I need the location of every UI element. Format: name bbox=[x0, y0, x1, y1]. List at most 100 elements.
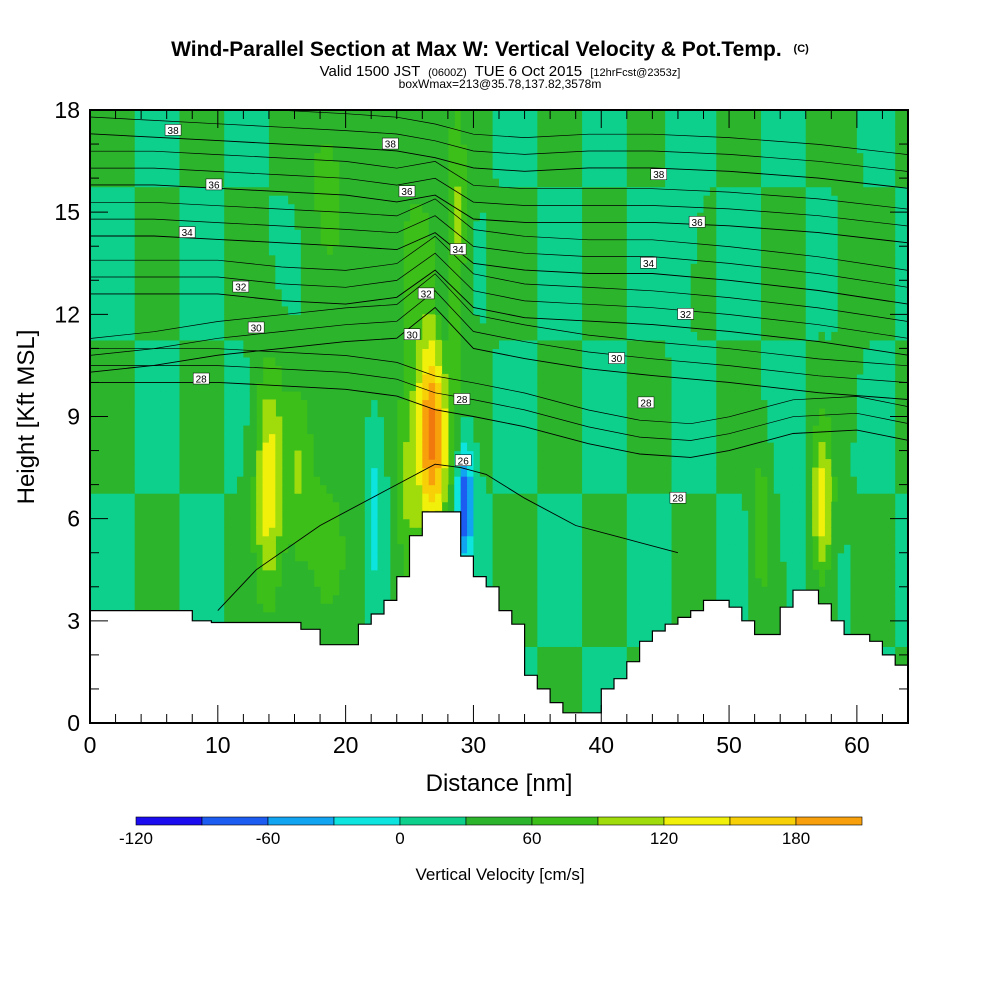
field-cell bbox=[530, 195, 538, 205]
field-cell bbox=[141, 263, 149, 273]
field-cell bbox=[345, 331, 353, 341]
field-cell bbox=[467, 314, 475, 324]
field-cell bbox=[492, 450, 500, 460]
field-cell bbox=[243, 552, 251, 562]
field-cell bbox=[262, 288, 270, 298]
field-cell bbox=[128, 425, 136, 435]
field-cell bbox=[211, 331, 219, 341]
field-cell bbox=[371, 373, 379, 384]
field-cell bbox=[332, 612, 340, 622]
field-cell bbox=[569, 305, 577, 315]
field-cell bbox=[428, 399, 436, 409]
field-cell bbox=[160, 510, 168, 520]
field-cell bbox=[256, 178, 264, 188]
field-cell bbox=[166, 501, 174, 511]
field-cell bbox=[307, 195, 315, 205]
field-cell bbox=[479, 144, 487, 154]
field-cell bbox=[262, 144, 270, 154]
field-cell bbox=[192, 484, 200, 494]
field-cell bbox=[364, 459, 372, 469]
field-cell bbox=[128, 280, 136, 290]
field-cell bbox=[128, 135, 136, 145]
field-cell bbox=[345, 229, 353, 239]
field-cell bbox=[562, 365, 570, 375]
field-cell bbox=[441, 127, 449, 137]
field-cell bbox=[396, 220, 404, 230]
field-cell bbox=[147, 552, 155, 562]
field-cell bbox=[479, 305, 487, 315]
field-cell bbox=[102, 314, 110, 324]
field-cell bbox=[268, 484, 276, 494]
field-cell bbox=[524, 407, 532, 418]
field-cell bbox=[505, 603, 513, 613]
field-cell bbox=[486, 552, 494, 562]
field-cell bbox=[352, 271, 360, 281]
field-cell bbox=[326, 407, 334, 418]
field-cell bbox=[524, 416, 532, 426]
field-cell bbox=[332, 339, 340, 349]
field-cell bbox=[275, 348, 283, 358]
field-cell bbox=[530, 220, 538, 230]
field-cell bbox=[185, 518, 193, 528]
field-cell bbox=[307, 152, 315, 162]
field-cell bbox=[281, 322, 289, 332]
field-cell bbox=[358, 288, 366, 298]
field-cell bbox=[141, 161, 149, 171]
field-cell bbox=[115, 237, 123, 247]
field-cell bbox=[467, 390, 475, 401]
field-cell bbox=[473, 161, 481, 171]
field-cell bbox=[556, 535, 564, 545]
field-cell bbox=[147, 254, 155, 264]
field-cell bbox=[556, 322, 564, 332]
field-cell bbox=[211, 535, 219, 545]
field-cell bbox=[147, 373, 155, 384]
field-cell bbox=[153, 433, 161, 443]
field-cell bbox=[371, 212, 379, 222]
field-cell bbox=[537, 203, 545, 213]
field-cell bbox=[224, 144, 232, 154]
subtitle-date: TUE 6 Oct 2015 bbox=[475, 63, 583, 80]
field-cell bbox=[96, 493, 104, 503]
field-cell bbox=[128, 416, 136, 426]
field-cell bbox=[390, 271, 398, 281]
field-cell bbox=[364, 493, 372, 503]
field-cell bbox=[243, 586, 251, 596]
field-cell bbox=[396, 169, 404, 179]
field-cell bbox=[96, 586, 104, 596]
field-cell bbox=[499, 195, 506, 205]
field-cell bbox=[505, 169, 513, 179]
field-cell bbox=[511, 356, 519, 367]
field-cell bbox=[345, 552, 353, 562]
field-cell bbox=[371, 229, 379, 239]
field-cell bbox=[550, 203, 558, 213]
field-cell bbox=[511, 578, 519, 588]
field-cell bbox=[486, 348, 494, 358]
field-cell bbox=[249, 229, 257, 239]
field-cell bbox=[121, 552, 129, 562]
field-cell bbox=[249, 280, 257, 290]
field-cell bbox=[153, 510, 161, 520]
field-cell bbox=[524, 237, 532, 247]
field-cell bbox=[179, 161, 187, 171]
field-cell bbox=[467, 331, 475, 341]
field-cell bbox=[166, 535, 174, 545]
field-cell bbox=[460, 501, 468, 511]
field-cell bbox=[128, 271, 136, 281]
field-cell bbox=[435, 229, 443, 239]
field-cell bbox=[160, 382, 168, 392]
field-cell bbox=[511, 416, 519, 426]
field-cell bbox=[428, 339, 436, 349]
field-cell bbox=[556, 161, 564, 171]
field-cell bbox=[492, 425, 500, 435]
field-cell bbox=[115, 135, 123, 145]
field-cell bbox=[383, 161, 391, 171]
field-cell bbox=[173, 246, 181, 256]
field-cell bbox=[562, 144, 570, 154]
field-cell bbox=[288, 135, 296, 145]
field-cell bbox=[262, 297, 270, 307]
field-cell bbox=[428, 450, 436, 460]
field-cell bbox=[249, 390, 257, 401]
field-cell bbox=[441, 178, 449, 188]
field-cell bbox=[307, 339, 315, 349]
field-cell bbox=[115, 450, 123, 460]
